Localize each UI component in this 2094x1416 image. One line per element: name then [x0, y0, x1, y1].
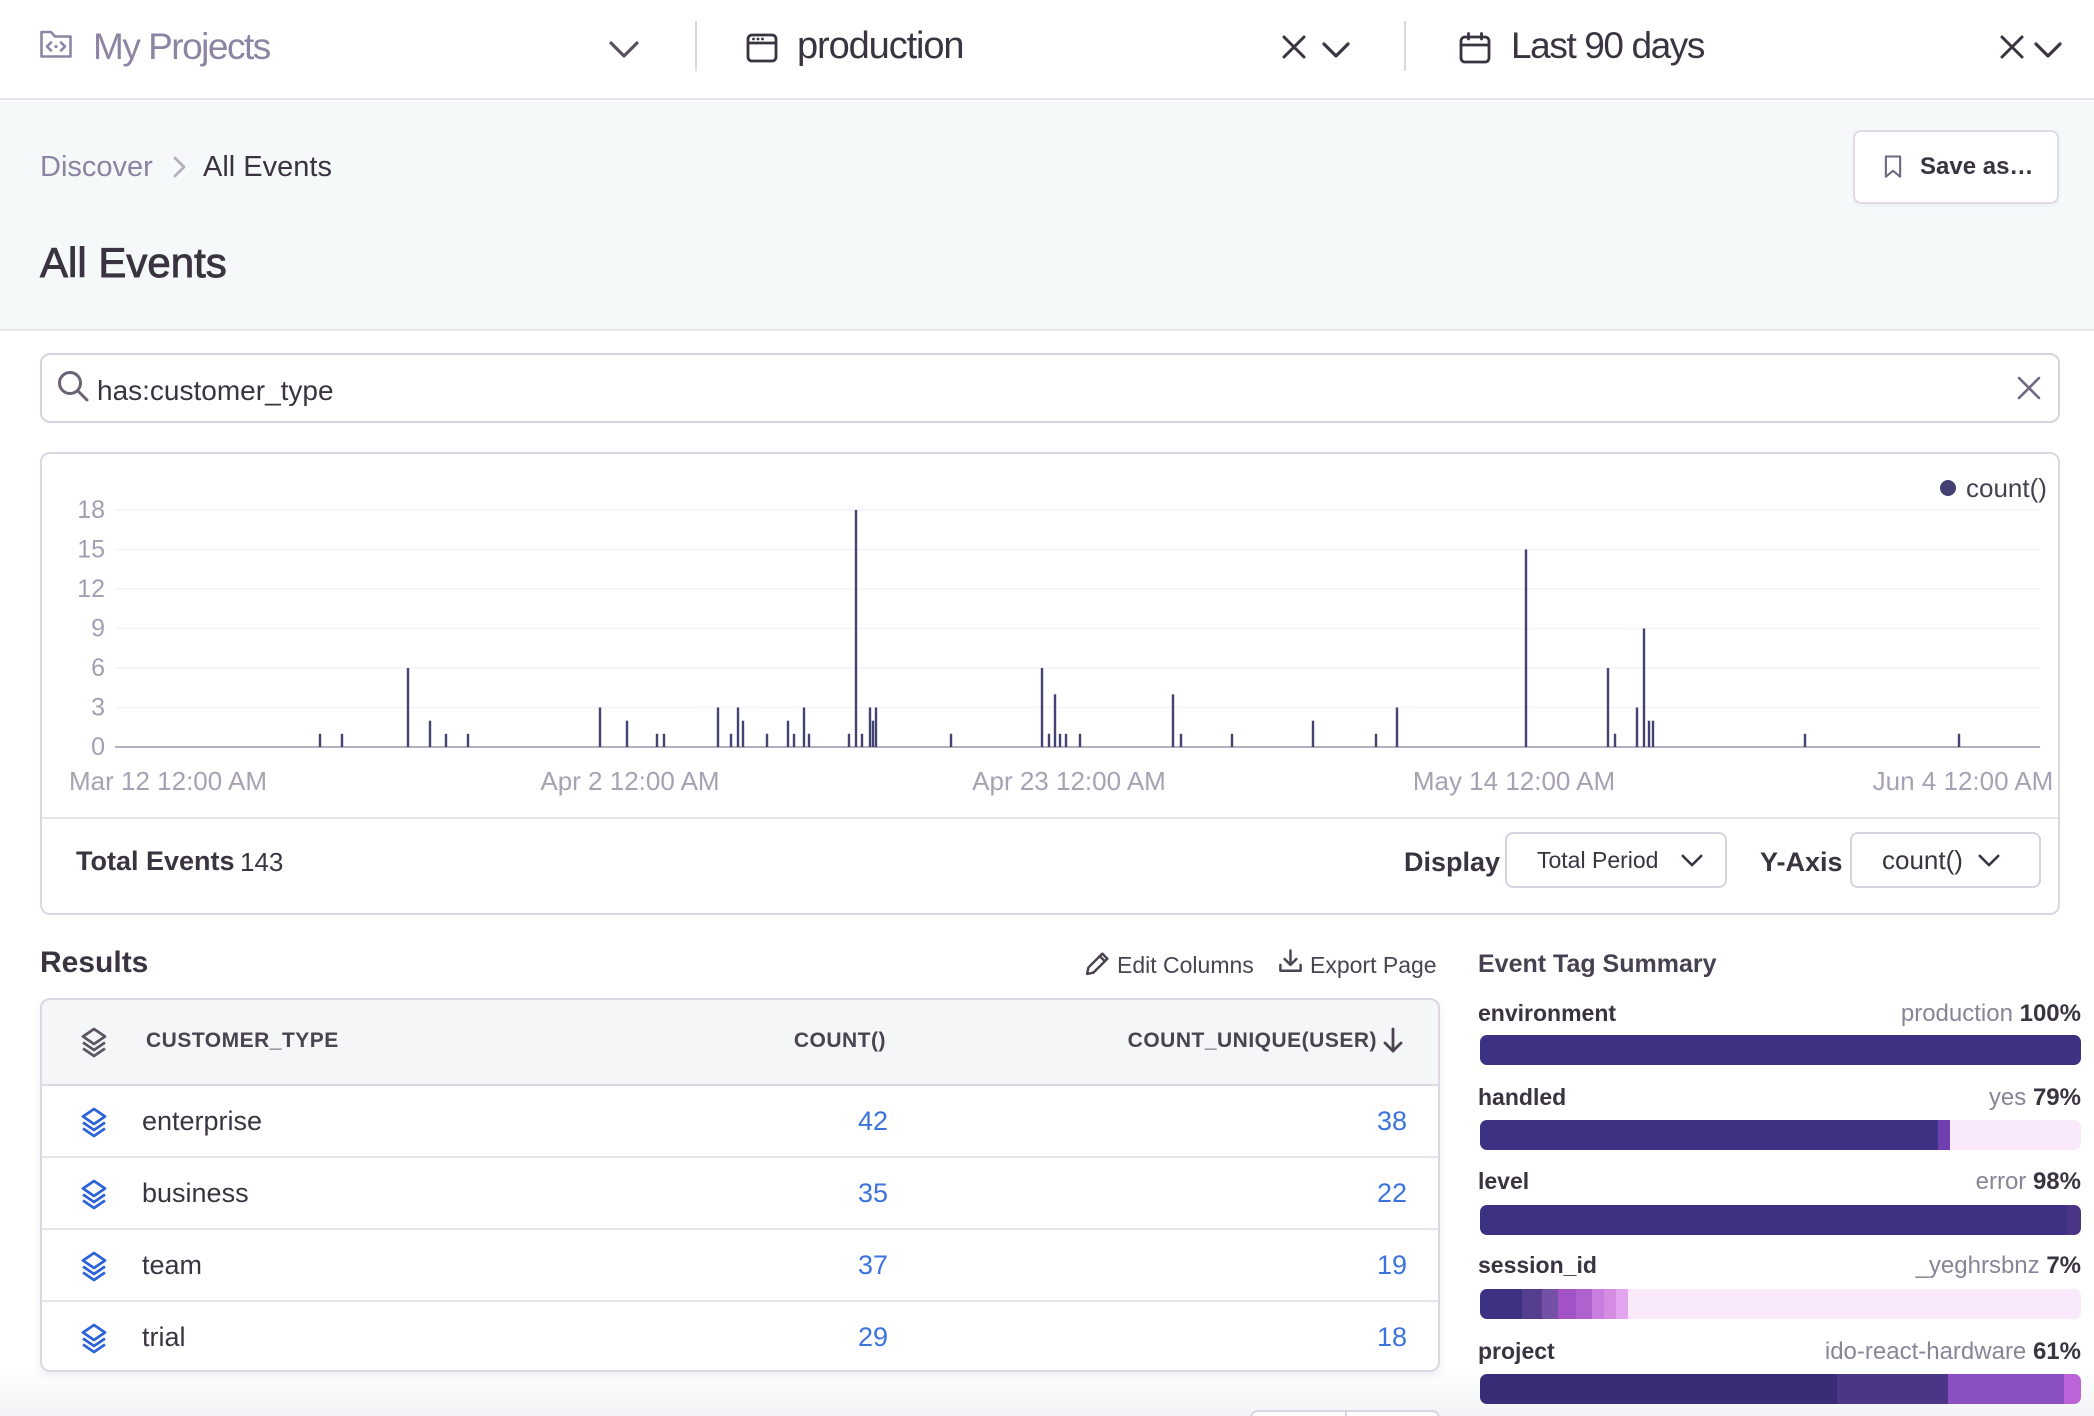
- svg-text:9: 9: [91, 615, 105, 643]
- svg-text:6: 6: [91, 654, 105, 682]
- svg-text:18: 18: [77, 496, 105, 524]
- svg-text:May 14 12:00 AM: May 14 12:00 AM: [1413, 766, 1615, 796]
- svg-text:Mar 12 12:00 AM: Mar 12 12:00 AM: [69, 766, 267, 796]
- svg-text:Apr 23 12:00 AM: Apr 23 12:00 AM: [972, 766, 1166, 796]
- svg-text:3: 3: [91, 694, 105, 722]
- svg-text:count(): count(): [1966, 473, 2047, 503]
- svg-text:15: 15: [77, 536, 105, 564]
- svg-text:Apr 2 12:00 AM: Apr 2 12:00 AM: [540, 766, 719, 796]
- svg-text:12: 12: [77, 575, 105, 603]
- svg-text:Jun 4 12:00 AM: Jun 4 12:00 AM: [1873, 766, 2054, 796]
- svg-text:0: 0: [91, 733, 105, 761]
